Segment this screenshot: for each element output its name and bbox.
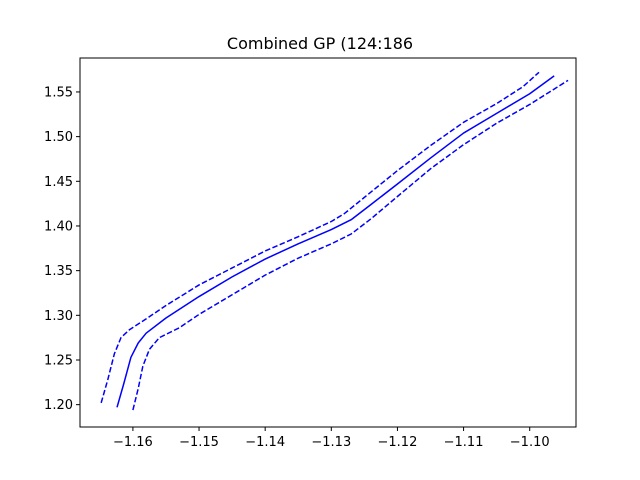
x-tick-label: −1.16 xyxy=(113,435,153,450)
y-tick-label: 1.30 xyxy=(44,309,73,324)
y-tick-label: 1.40 xyxy=(44,219,73,234)
y-tick-label: 1.45 xyxy=(44,175,73,190)
x-tick-label: −1.10 xyxy=(510,435,550,450)
chart-title: Combined GP (124:186 xyxy=(227,34,413,53)
x-axis: −1.16 −1.15 −1.14 −1.13 −1.12 −1.11 −1.10 xyxy=(113,427,550,450)
series-line-3 xyxy=(132,79,569,411)
x-tick-label: −1.15 xyxy=(179,435,219,450)
plot-frame xyxy=(79,57,577,428)
x-tick-label: −1.13 xyxy=(311,435,351,450)
x-tick-label: −1.12 xyxy=(378,435,418,450)
y-tick-label: 1.55 xyxy=(44,85,73,100)
y-tick-label: 1.50 xyxy=(44,130,73,145)
series-line-2 xyxy=(116,75,555,408)
x-tick-label: −1.14 xyxy=(245,435,285,450)
y-axis: 1.20 1.25 1.30 1.35 1.40 1.45 1.50 1.55 xyxy=(44,85,80,413)
y-tick-label: 1.35 xyxy=(44,264,73,279)
series-layer xyxy=(100,71,569,411)
y-tick-label: 1.25 xyxy=(44,353,73,368)
series-line-1 xyxy=(100,71,540,404)
y-tick-label: 1.20 xyxy=(44,398,73,413)
x-tick-label: −1.11 xyxy=(444,435,484,450)
